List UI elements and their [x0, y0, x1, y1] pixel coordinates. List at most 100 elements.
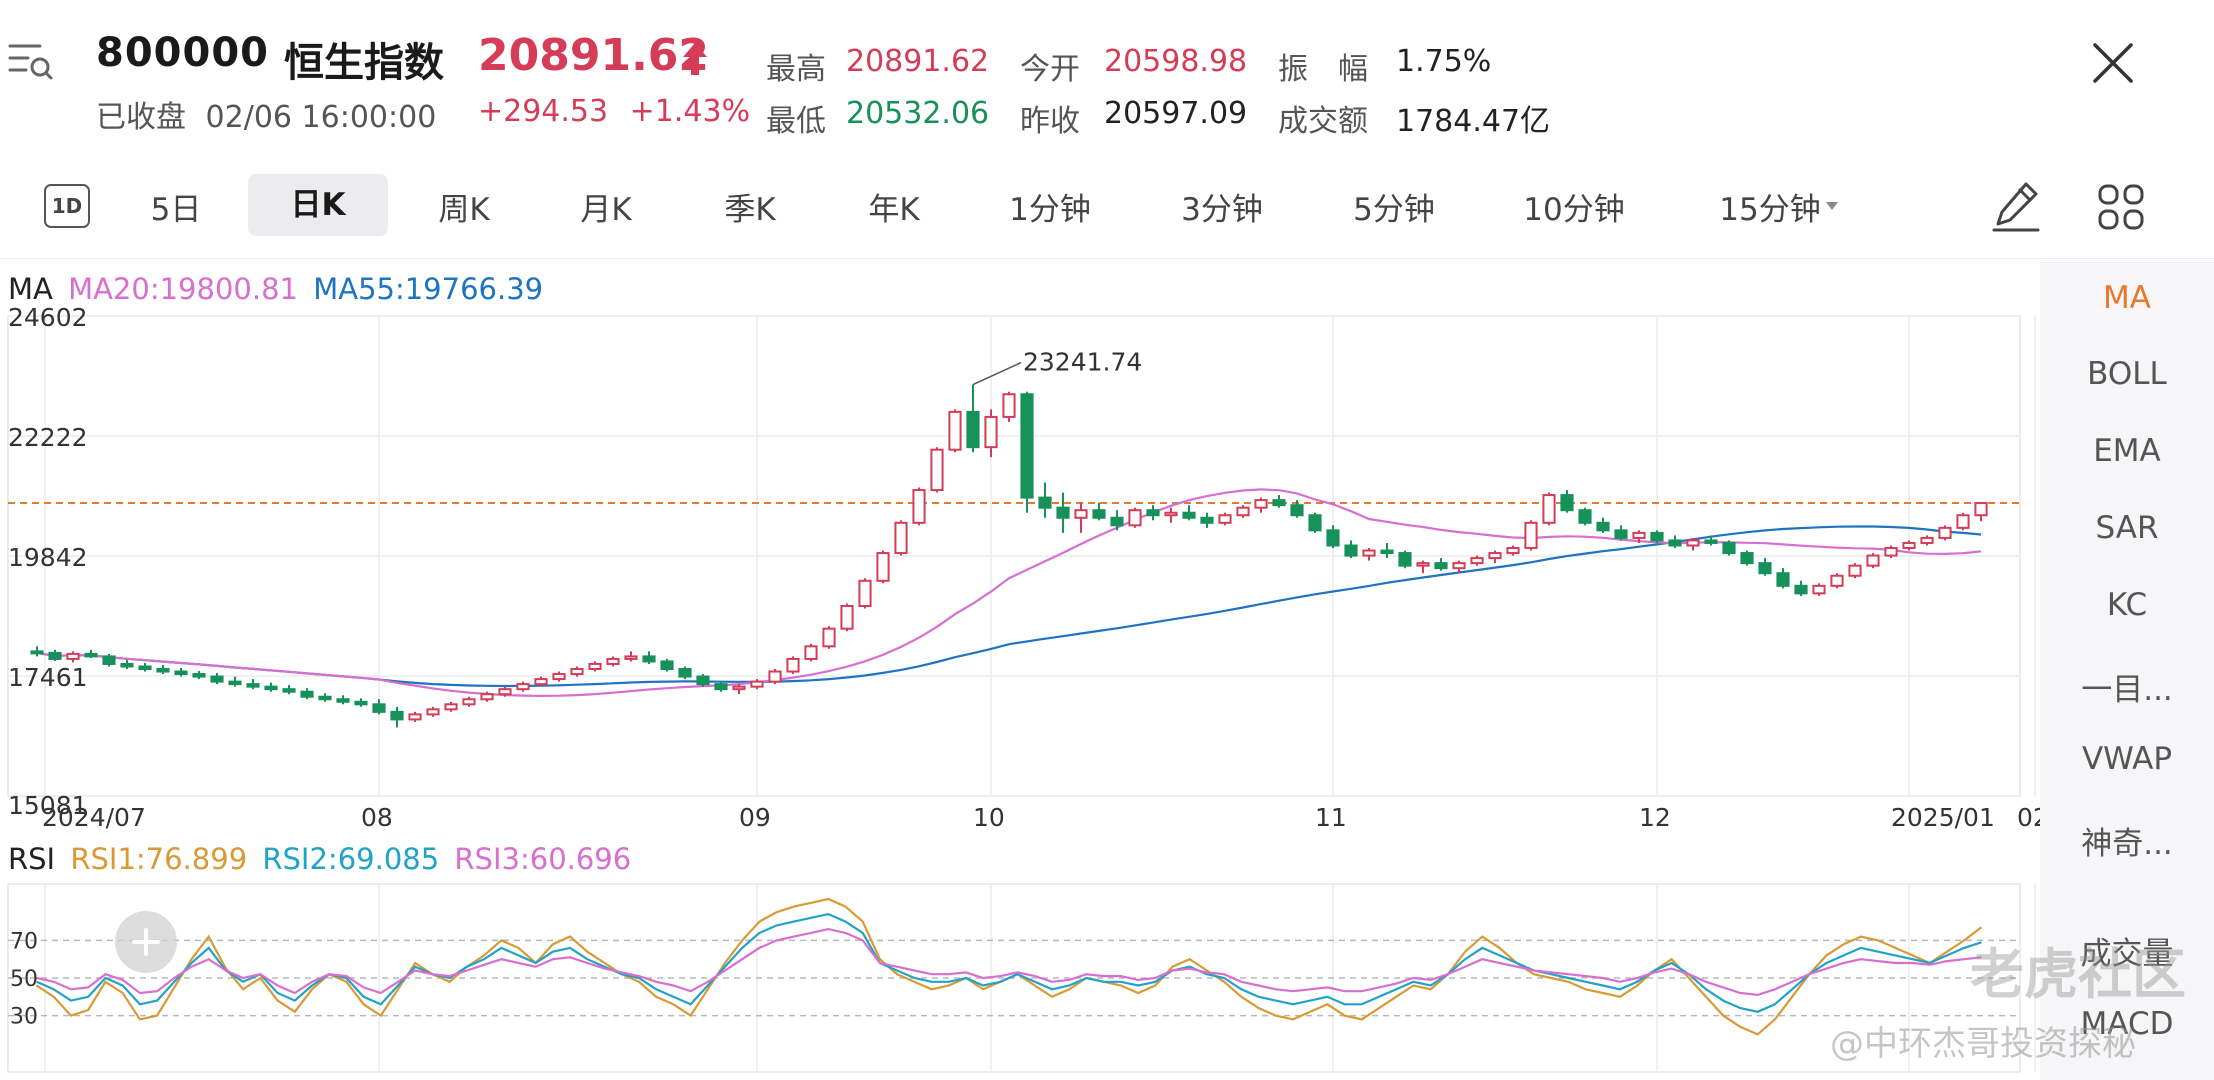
menu-search-icon[interactable]	[6, 38, 54, 84]
candle-body	[1416, 562, 1430, 567]
candle-body	[1146, 509, 1160, 517]
date-tick-label: 12	[1639, 803, 1671, 832]
candle-body	[1002, 393, 1016, 418]
date-tick-label: 2025/01	[1891, 803, 1995, 832]
rsi-line-rsi3	[36, 927, 1982, 997]
dropdown-caret-icon[interactable]	[1824, 200, 1840, 212]
candle-body	[1920, 536, 1934, 544]
change-value: +294.53	[478, 94, 609, 129]
candle-body	[1650, 531, 1664, 542]
candle-body	[1470, 557, 1484, 565]
tab-1min[interactable]: 1分钟	[1009, 192, 1091, 228]
ma-legend-label: MA	[8, 272, 53, 306]
tab-weekly-k[interactable]: 周K	[438, 192, 490, 228]
candle-body	[66, 652, 80, 660]
draw-pen-icon[interactable]	[1990, 178, 2042, 234]
candle-body	[1902, 541, 1916, 550]
candle-body	[516, 683, 530, 691]
tab-1d[interactable]: 1D	[44, 184, 90, 228]
candle-body	[1830, 574, 1844, 587]
candle-body	[48, 651, 62, 660]
high-label: 最高	[766, 52, 826, 87]
candle-body	[1164, 511, 1178, 517]
candle-body	[876, 552, 890, 582]
rsi-legend-label: RSI	[8, 842, 56, 876]
candle-body	[426, 708, 440, 716]
candle-body	[408, 713, 422, 721]
candle-body	[552, 673, 566, 681]
candle-body	[1362, 549, 1376, 557]
amplitude-value: 1.75%	[1396, 44, 1492, 79]
zoom-plus-button[interactable]	[114, 910, 178, 974]
candle-body	[1272, 499, 1286, 507]
tab-10min[interactable]: 10分钟	[1523, 192, 1625, 228]
candle-body	[138, 665, 152, 671]
candle-body	[1128, 509, 1142, 527]
candle-body	[498, 688, 512, 696]
indicator-ichimoku[interactable]: 一目...	[2081, 672, 2173, 708]
open-value: 20598.98	[1104, 44, 1248, 79]
indicator-macd[interactable]: MACD	[2080, 1006, 2174, 1042]
candle-body	[570, 668, 584, 676]
price-change: +294.53 +1.43%	[478, 94, 750, 129]
candle-body	[1686, 539, 1700, 547]
candle-body	[1866, 554, 1880, 567]
ma-legend: MA MA20:19800.81 MA55:19766.39	[8, 272, 543, 306]
close-icon[interactable]	[2090, 40, 2136, 86]
indicator-sar[interactable]: SAR	[2095, 510, 2159, 546]
candle-body	[1056, 506, 1070, 519]
change-percent: +1.43%	[629, 94, 751, 129]
rsi2-legend: RSI2:69.085	[262, 842, 440, 876]
tab-yearly-k[interactable]: 年K	[868, 192, 920, 228]
tab-3min[interactable]: 3分钟	[1181, 192, 1263, 228]
candle-body	[1596, 521, 1610, 532]
tab-5day[interactable]: 5日	[150, 192, 202, 228]
open-label: 今开	[1020, 52, 1080, 87]
candle-body	[480, 693, 494, 701]
candle-body	[1038, 496, 1052, 509]
candle-body	[606, 657, 620, 665]
tab-5min[interactable]: 5分钟	[1353, 192, 1435, 228]
high-annotation-leader	[972, 361, 1022, 386]
date-tick-label: 10	[973, 803, 1005, 832]
candle-body	[282, 688, 296, 693]
header-divider	[0, 258, 2214, 259]
candle-body	[984, 415, 998, 449]
indicator-kc[interactable]: KC	[2106, 587, 2148, 623]
candle-body	[30, 650, 44, 655]
candle-body	[624, 655, 638, 660]
indicator-vwap[interactable]: VWAP	[2081, 741, 2173, 777]
tab-15min[interactable]: 15分钟	[1719, 192, 1821, 228]
indicator-ma[interactable]: MA	[2103, 280, 2151, 316]
candle-body	[174, 670, 188, 676]
candle-body	[1614, 529, 1628, 539]
market-status: 已收盘 02/06 16:00:00	[96, 92, 436, 136]
candle-body	[1380, 549, 1394, 555]
indicator-ema[interactable]: EMA	[2093, 433, 2161, 469]
candle-body	[1074, 509, 1088, 519]
candle-body	[372, 703, 386, 713]
candle-body	[534, 678, 548, 686]
price-tick-label: 17461	[8, 663, 88, 692]
rsi-legend: RSI RSI1:76.899 RSI2:69.085 RSI3:60.696	[8, 842, 631, 876]
indicator-magic[interactable]: 神奇...	[2081, 826, 2173, 862]
candle-body	[1812, 584, 1826, 595]
tab-quarterly-k[interactable]: 季K	[724, 192, 776, 228]
status-text: 已收盘	[96, 100, 186, 135]
price-tick-label: 19842	[8, 543, 88, 572]
rsi-tick-label: 30	[10, 1005, 38, 1030]
candle-body	[1236, 506, 1250, 517]
tab-monthly-k[interactable]: 月K	[580, 192, 632, 228]
indicator-boll[interactable]: BOLL	[2087, 356, 2167, 392]
candle-body	[1344, 544, 1358, 557]
stock-name: 恒生指数	[284, 40, 444, 86]
tab-daily-k[interactable]: 日K	[248, 174, 388, 236]
last-price: 20891.62	[478, 30, 710, 81]
candle-body	[1542, 494, 1556, 524]
prev-close-label: 昨收	[1020, 104, 1080, 139]
indicator-volume[interactable]: 成交量	[2080, 936, 2174, 972]
prev-close-value: 20597.09	[1104, 96, 1248, 131]
layout-grid-icon[interactable]	[2096, 182, 2146, 232]
candle-body	[1020, 393, 1034, 499]
